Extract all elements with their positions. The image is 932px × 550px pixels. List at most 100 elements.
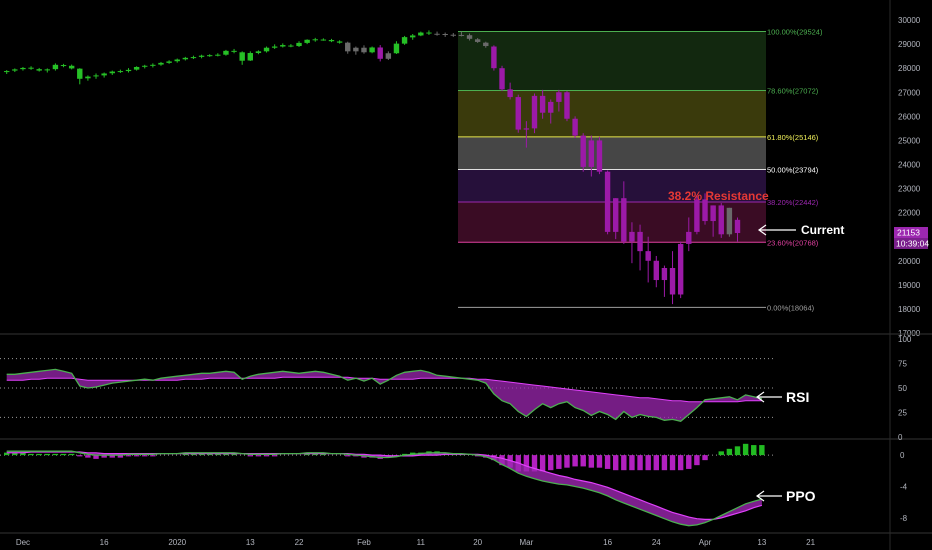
fib-level-label: 38.20%(22442) [767, 198, 819, 207]
ppo-histogram-bar [44, 453, 50, 456]
candle [60, 63, 67, 68]
rsi-tick-label: 50 [898, 384, 907, 393]
candle [255, 50, 262, 55]
candle [28, 66, 34, 70]
x-tick-label: 16 [603, 538, 612, 547]
price-tick-label: 28000 [898, 64, 921, 73]
candle [458, 31, 465, 37]
ppo-histogram-bar [653, 455, 659, 471]
ppo-histogram-bar [523, 455, 530, 472]
candle [320, 38, 327, 41]
ppo-line [6, 450, 763, 527]
candle [150, 63, 156, 68]
candle [621, 181, 627, 244]
price-tick-label: 25000 [898, 136, 921, 145]
ppo-histogram-bar [198, 453, 205, 456]
candle [215, 53, 221, 57]
candle [531, 93, 538, 134]
candle [52, 63, 59, 71]
candle [263, 46, 270, 53]
ppo-histogram-bar [669, 455, 676, 471]
candle [44, 68, 50, 73]
candle [247, 51, 253, 61]
ppo-histogram-bar [702, 455, 708, 461]
ppo-histogram-bar [150, 455, 156, 457]
candle [109, 70, 115, 75]
fib-level-label: 78.60%(27072) [767, 87, 819, 96]
candle [629, 222, 635, 264]
price-tick-label: 19000 [898, 281, 921, 290]
candle [328, 38, 335, 43]
candle [418, 31, 424, 37]
candle [556, 89, 562, 112]
ppo-histogram-bar [572, 455, 578, 467]
fib-zones [458, 30, 766, 308]
ppo-histogram-bar [726, 448, 733, 456]
fib-zone [458, 242, 766, 307]
x-tick-label: 2020 [168, 538, 186, 547]
fib-zone [458, 31, 766, 91]
candle [20, 66, 26, 71]
candle [125, 68, 132, 73]
ppo-histogram-bar [28, 453, 34, 456]
ppo-histogram-bar [77, 455, 83, 457]
ppo-histogram-bar [320, 453, 327, 456]
candle [426, 30, 432, 35]
price-tick-label: 24000 [898, 160, 921, 169]
price-tick-label: 27000 [898, 88, 921, 97]
fib-level-label: 100.00%(29524) [767, 27, 823, 36]
candle [182, 56, 189, 61]
candle [401, 35, 408, 45]
ppo-histogram-bar [345, 455, 351, 457]
candle [190, 55, 197, 60]
candle [93, 73, 99, 79]
price-tick-label: 22000 [898, 209, 921, 218]
x-tick-label: Dec [16, 538, 30, 547]
fib-level-label: 61.80%(25146) [767, 133, 819, 142]
fib-level-label: 23.60%(20768) [767, 238, 819, 247]
ppo-histogram-bar [93, 455, 99, 459]
candle [385, 51, 392, 60]
candle [133, 66, 140, 71]
candle [491, 45, 497, 71]
fib-zone [458, 169, 766, 202]
fib-zone [458, 136, 766, 170]
ppo-histogram-bar [694, 455, 700, 466]
resistance-annotation: 38.2% Resistance [668, 189, 769, 203]
ppo-tick-label: 0 [900, 451, 905, 460]
candle [361, 45, 367, 54]
candle [726, 207, 733, 237]
candle [637, 224, 643, 271]
candle [296, 41, 302, 47]
candle [410, 34, 416, 40]
fib-level-label: 50.00%(23794) [767, 165, 819, 174]
candle [166, 60, 172, 64]
ppo-histogram-bar [271, 455, 278, 457]
ppo-histogram-bar [621, 455, 627, 471]
rsi-tick-label: 100 [898, 335, 912, 344]
candle [669, 251, 676, 305]
candle [474, 38, 481, 43]
price-tick-label: 18000 [898, 305, 921, 314]
ppo-histogram-bar [548, 455, 554, 471]
candle [68, 64, 75, 70]
candles [4, 30, 741, 305]
candle [686, 217, 692, 252]
candle [702, 193, 708, 225]
rsi-fill [6, 369, 762, 422]
candle [198, 54, 205, 59]
ppo-panel: 0 -4 -8 PPO [0, 443, 908, 527]
candle [734, 217, 741, 242]
ppo-tick-label: -4 [900, 483, 908, 492]
ppo-histogram-bar [661, 455, 668, 471]
ppo-histogram-bar [613, 455, 619, 471]
ppo-tick-label: -8 [900, 514, 908, 523]
rsi-panel: 100 75 50 25 0 RSI [0, 335, 912, 442]
fib-level-label: 0.00%(18064) [767, 303, 815, 312]
candle [661, 265, 668, 297]
x-axis: Dec 16 2020 13 22 Feb 11 20 Mar 16 24 Apr 13 21 [16, 538, 816, 547]
ppo-histogram-bar [255, 455, 262, 457]
rsi-levels [0, 358, 776, 418]
rsi-tick-label: 75 [898, 360, 907, 369]
price-panel: 100.00%(29524) 78.60%(27072) 61.80%(25146)… [4, 16, 929, 338]
